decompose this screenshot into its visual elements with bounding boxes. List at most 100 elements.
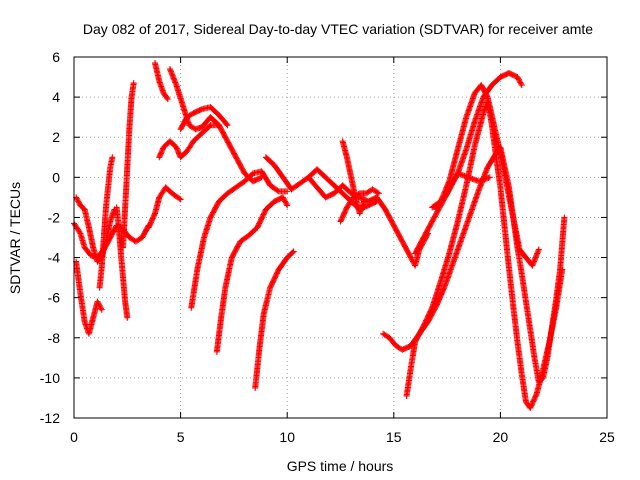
data-point bbox=[124, 206, 126, 209]
data-point bbox=[457, 172, 459, 174]
data-point bbox=[561, 268, 563, 271]
data-point bbox=[435, 208, 438, 211]
data-point bbox=[410, 367, 412, 369]
ticks: 0 5 10 15 20 25 -12 -10 -8 -6 -4 -2 0 2 4 6 bbox=[40, 49, 615, 445]
y-tick-label: -10 bbox=[40, 370, 60, 386]
data-point bbox=[474, 144, 476, 146]
data-point bbox=[444, 285, 446, 287]
data-point bbox=[171, 192, 173, 194]
data-point bbox=[465, 184, 467, 186]
data-point bbox=[226, 192, 229, 194]
data-point bbox=[365, 192, 367, 194]
data-point bbox=[224, 287, 226, 289]
series-6-markers bbox=[145, 184, 184, 231]
data-point bbox=[180, 128, 182, 130]
data-point bbox=[122, 277, 124, 279]
data-point bbox=[75, 196, 77, 198]
data-point bbox=[350, 192, 352, 194]
data-point bbox=[536, 393, 538, 395]
data-point bbox=[124, 301, 126, 303]
data-point bbox=[269, 287, 271, 289]
data-point bbox=[154, 62, 156, 64]
data-point bbox=[478, 180, 480, 182]
data-point bbox=[521, 273, 523, 275]
data-point bbox=[414, 252, 416, 255]
data-point bbox=[133, 82, 135, 84]
data-point bbox=[96, 260, 99, 263]
data-point bbox=[126, 317, 128, 319]
data-point bbox=[286, 190, 288, 192]
data-point bbox=[216, 351, 218, 353]
data-point bbox=[480, 84, 482, 86]
data-point bbox=[84, 321, 86, 323]
data-point bbox=[107, 186, 109, 188]
series-19 bbox=[403, 98, 566, 411]
data-point bbox=[126, 166, 128, 168]
y-tick-label: 6 bbox=[52, 49, 60, 65]
data-point bbox=[512, 305, 514, 307]
data-point bbox=[269, 184, 271, 186]
data-point bbox=[487, 166, 489, 168]
data-point bbox=[79, 204, 81, 207]
data-point bbox=[101, 309, 103, 311]
data-point bbox=[467, 176, 470, 178]
y-tick-label: -6 bbox=[48, 290, 61, 306]
data-point bbox=[92, 317, 94, 319]
series-4-markers bbox=[113, 204, 131, 321]
data-point bbox=[489, 176, 491, 178]
data-point bbox=[563, 216, 565, 219]
data-point bbox=[342, 140, 344, 142]
data-point bbox=[122, 246, 124, 249]
series-5 bbox=[120, 80, 137, 251]
data-point bbox=[452, 260, 455, 263]
series-12 bbox=[213, 194, 291, 355]
data-point bbox=[448, 180, 450, 182]
data-point bbox=[525, 256, 527, 259]
data-point bbox=[548, 341, 551, 343]
data-point bbox=[88, 226, 90, 229]
y-tick-label: -12 bbox=[40, 410, 60, 426]
data-point bbox=[493, 124, 495, 126]
data-point bbox=[252, 180, 254, 182]
data-point bbox=[84, 208, 86, 211]
data-point bbox=[461, 236, 463, 239]
data-point bbox=[487, 96, 489, 98]
data-point bbox=[512, 216, 514, 219]
data-point bbox=[90, 254, 92, 257]
data-point bbox=[286, 204, 288, 207]
data-point bbox=[235, 156, 237, 158]
data-point bbox=[423, 325, 425, 327]
data-point bbox=[395, 345, 397, 347]
data-point bbox=[186, 150, 188, 152]
chart-title: Day 082 of 2017, Sidereal Day-to-day VTE… bbox=[83, 21, 593, 37]
data-point bbox=[109, 236, 111, 239]
data-point bbox=[79, 232, 81, 235]
data-point bbox=[258, 347, 261, 349]
data-point bbox=[169, 140, 171, 142]
data-point bbox=[359, 196, 361, 198]
data-point bbox=[504, 226, 506, 229]
data-point bbox=[482, 112, 484, 114]
data-point bbox=[226, 124, 229, 126]
data-point bbox=[239, 240, 241, 243]
data-point bbox=[92, 246, 94, 249]
data-point bbox=[278, 190, 280, 192]
data-point bbox=[203, 236, 205, 239]
data-point bbox=[508, 72, 510, 74]
data-point bbox=[263, 313, 265, 315]
data-point bbox=[401, 240, 403, 243]
data-point bbox=[316, 168, 318, 170]
data-point bbox=[307, 176, 310, 178]
data-point bbox=[254, 387, 256, 389]
data-point bbox=[265, 208, 267, 211]
series-11-markers bbox=[188, 168, 291, 311]
data-point bbox=[516, 76, 519, 78]
data-point bbox=[162, 146, 165, 148]
data-point bbox=[542, 369, 544, 371]
series-11 bbox=[188, 168, 291, 311]
data-point bbox=[169, 68, 171, 70]
data-point bbox=[167, 98, 169, 100]
data-point bbox=[538, 248, 540, 251]
series-1 bbox=[73, 258, 105, 337]
